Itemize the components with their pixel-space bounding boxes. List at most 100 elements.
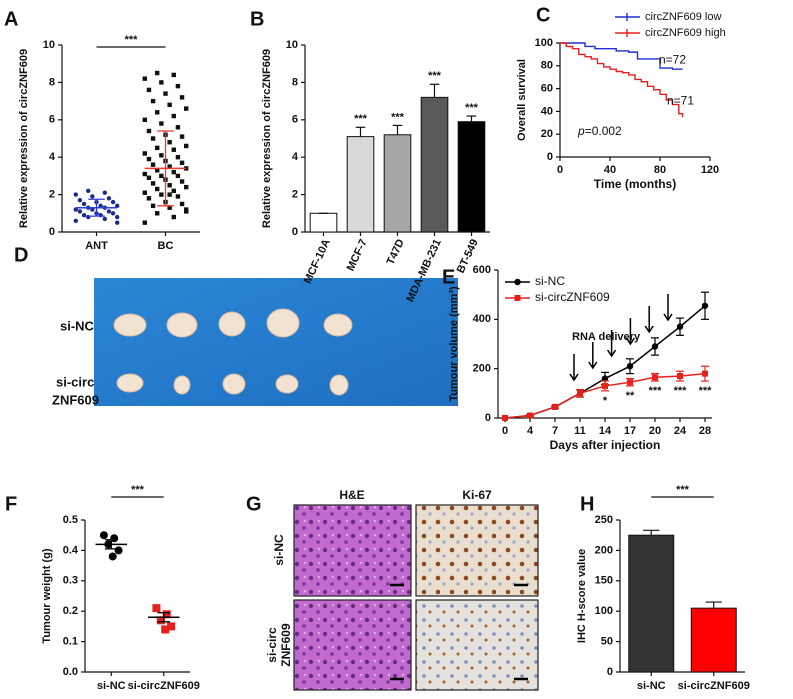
- point: [77, 198, 83, 203]
- significance: ***: [465, 102, 479, 114]
- y-tick-label: 0.2: [63, 605, 78, 617]
- significance: ***: [674, 385, 688, 397]
- point: [163, 91, 168, 96]
- point: [175, 194, 181, 199]
- n-label: n=72: [659, 52, 686, 66]
- point: [102, 216, 107, 222]
- x-tick-label: 7: [552, 425, 558, 437]
- panel-label: B: [250, 8, 264, 30]
- point: [77, 209, 83, 214]
- survival-curve: [560, 42, 683, 70]
- x-axis-title: Time (months): [594, 177, 676, 191]
- panel-label: G: [246, 493, 262, 515]
- point: [73, 192, 79, 197]
- point: [502, 415, 508, 421]
- significance: **: [626, 390, 635, 402]
- point: [142, 151, 147, 156]
- y-tick-label: 6: [49, 114, 55, 126]
- point: [527, 412, 533, 419]
- legend-label: circZNF609 high: [645, 27, 726, 39]
- point: [81, 201, 87, 207]
- x-tick-label: T47D: [385, 237, 407, 267]
- y-axis-title: Relative expression of circZNF609: [18, 49, 30, 228]
- y-tick-label: 0: [49, 226, 55, 238]
- p-text: =0.002: [585, 124, 622, 138]
- point: [90, 207, 95, 212]
- point: [184, 143, 189, 149]
- point: [155, 211, 160, 216]
- significance: *: [603, 395, 608, 407]
- tumours: [113, 308, 353, 396]
- point: [626, 363, 634, 370]
- point: [167, 140, 172, 145]
- arrow-head: [644, 325, 654, 334]
- point: [179, 95, 185, 100]
- y-tick-label: 6: [292, 114, 298, 126]
- point: [159, 173, 164, 179]
- legend-marker: [514, 278, 521, 286]
- point: [175, 173, 181, 179]
- legend-label: circZNF609 low: [645, 11, 721, 23]
- point: [115, 214, 120, 220]
- y-tick-label: 20: [541, 128, 553, 140]
- point: [601, 375, 609, 382]
- point: [175, 83, 181, 89]
- row-label: si-NC: [60, 318, 95, 333]
- point: [179, 160, 185, 166]
- point: [179, 134, 185, 139]
- x-tick-label: si-NC: [637, 680, 666, 692]
- point: [184, 184, 189, 190]
- significance: ***: [125, 34, 139, 46]
- ihc-images: [293, 504, 539, 691]
- point: [146, 175, 152, 180]
- point: [179, 201, 185, 207]
- row-label: si-circ: [265, 627, 279, 663]
- arrow-head: [588, 361, 598, 370]
- x-tick-label: si-NC: [97, 680, 126, 692]
- point: [171, 188, 176, 194]
- significance: ***: [428, 70, 442, 82]
- point: [115, 203, 120, 209]
- point: [81, 212, 87, 218]
- panel-label: F: [5, 493, 17, 515]
- survival-curve: [560, 42, 684, 118]
- point: [171, 214, 176, 220]
- x-tick-label: si-circZNF609: [678, 680, 750, 692]
- point: [171, 113, 176, 119]
- point: [676, 323, 684, 330]
- y-tick-label: 2: [292, 189, 298, 201]
- y-tick-label: 150: [595, 575, 613, 587]
- point: [155, 186, 160, 192]
- y-tick-label: 50: [601, 636, 613, 648]
- x-tick-label: MCF-7: [345, 237, 370, 273]
- panel-label: A: [4, 8, 18, 30]
- point: [175, 125, 181, 130]
- row-label: ZNF609: [52, 392, 99, 407]
- x-tick-label: 40: [604, 164, 616, 176]
- x-tick-label: BC: [158, 240, 174, 252]
- y-tick-label: 10: [286, 39, 298, 51]
- point: [156, 616, 165, 625]
- y-tick-label: 2: [49, 189, 55, 201]
- point: [86, 188, 91, 194]
- y-tick-label: 0.0: [63, 666, 78, 678]
- significance: ***: [391, 111, 405, 123]
- x-tick-label: si-circZNF609: [128, 680, 200, 692]
- x-tick-label: 120: [701, 164, 719, 176]
- point: [577, 390, 583, 397]
- x-tick-label: 17: [624, 425, 636, 437]
- point: [150, 162, 156, 167]
- point: [142, 171, 147, 177]
- bar: [628, 534, 675, 673]
- point: [150, 98, 156, 104]
- row-label: si-NC: [272, 534, 286, 566]
- y-tick-label: 10: [43, 39, 55, 51]
- point: [142, 117, 147, 122]
- point: [171, 169, 176, 175]
- point: [98, 203, 103, 209]
- y-tick-label: 0: [485, 412, 491, 424]
- point: [150, 136, 156, 141]
- arrow-head: [625, 337, 636, 346]
- point: [677, 373, 683, 380]
- y-tick-label: 0.4: [63, 544, 79, 556]
